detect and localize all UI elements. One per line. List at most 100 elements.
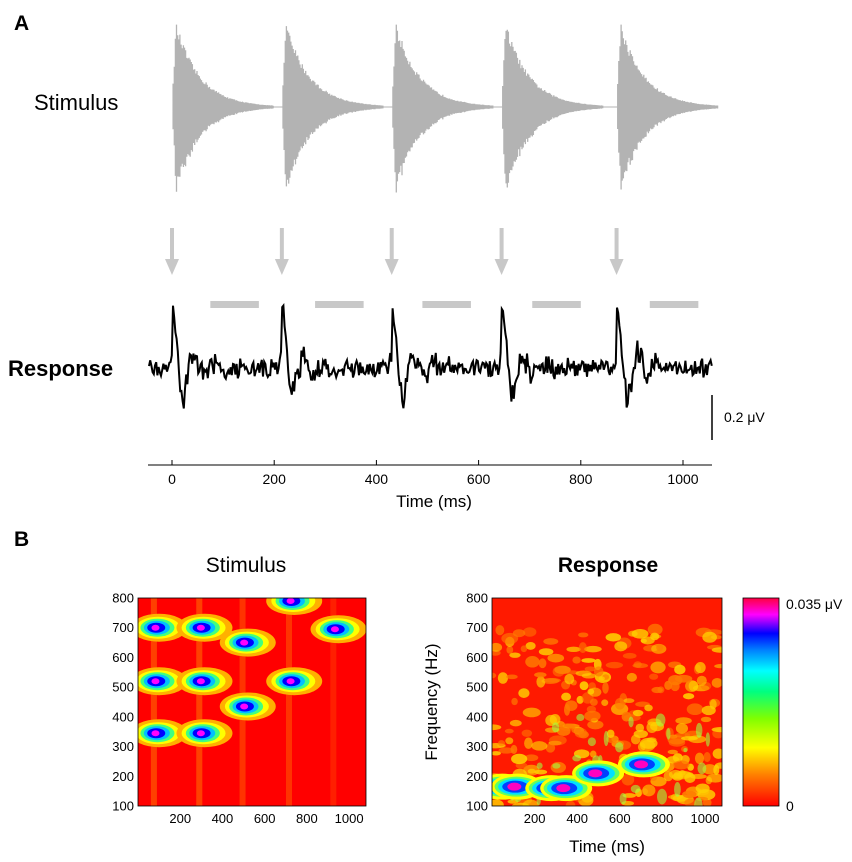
frequency-tick-label: 400 [466, 709, 488, 724]
texture-blob [630, 784, 641, 793]
texture-blob [505, 737, 514, 745]
smear-stripe [150, 598, 157, 806]
texture-blob [574, 727, 588, 738]
texture-blob [492, 751, 502, 756]
texture-blob [622, 652, 637, 659]
texture-blob [689, 774, 707, 779]
texture-blob [564, 673, 575, 685]
texture-blob [518, 688, 530, 698]
texture-blob [681, 736, 698, 741]
time-tick-label: 600 [254, 811, 276, 826]
texture-blob [633, 661, 642, 668]
texture-blob [584, 666, 596, 672]
frequency-tick-label: 800 [112, 591, 134, 606]
colorbar-max-label: 0.035 μV [786, 596, 843, 612]
texture-blob [631, 629, 649, 639]
texture-blob [674, 781, 681, 797]
down-arrow-1 [165, 228, 179, 275]
stimulus-row-label: Stimulus [34, 90, 118, 115]
texture-blob [696, 675, 707, 686]
scale-bar-label: 0.2 μV [724, 409, 765, 425]
texture-blob [551, 722, 560, 733]
response-spectrogram-frame [491, 597, 723, 807]
texture-blob [497, 740, 506, 747]
texture-blob [525, 641, 536, 650]
texture-blob [702, 631, 717, 643]
texture-blob [651, 686, 663, 694]
response-trace-line [148, 302, 713, 409]
response-trace [148, 302, 713, 409]
colorbar [742, 597, 780, 807]
stimulus-spectrogram-frame [137, 597, 367, 807]
texture-blob [673, 760, 690, 770]
texture-blob [601, 699, 609, 706]
time-tick-label: 600 [609, 811, 631, 826]
texture-blob [506, 674, 518, 680]
texture-blob [711, 647, 722, 653]
stimulus-tone-3 [392, 24, 494, 193]
texture-blob [578, 632, 589, 638]
frequency-tick-label: 600 [466, 650, 488, 665]
texture-blob [650, 661, 666, 674]
texture-blob [497, 672, 509, 684]
stimulus-tone-1 [172, 24, 274, 192]
response-spectrogram-title: Response [558, 554, 658, 577]
texture-blob [644, 704, 653, 712]
texture-blob [623, 698, 635, 704]
texture-blob [587, 737, 596, 747]
texture-blob [492, 672, 497, 679]
time-tick-label: 1000 [691, 811, 720, 826]
texture-blob [673, 770, 692, 780]
texture-blob [694, 797, 703, 806]
texture-blob [603, 730, 609, 747]
hotspot-4 [176, 719, 233, 748]
frequency-tick-label: 300 [112, 739, 134, 754]
texture-blob [705, 732, 710, 747]
texture-blob [697, 762, 707, 775]
time-axis-ticks: 0 200 400 600 800 1000 [168, 460, 699, 487]
frequency-tick-label: 700 [466, 620, 488, 635]
texture-blob [536, 675, 546, 688]
texture-blob [615, 742, 624, 753]
texture-blob [714, 663, 722, 669]
stimulus-tone-2 [282, 26, 384, 187]
texture-blob [552, 763, 561, 769]
response-row-label: Response [8, 356, 113, 381]
frequency-tick-label: 100 [112, 799, 134, 814]
smear-stripe [286, 598, 292, 806]
texture-blob [495, 625, 505, 636]
gray-interval-bars [210, 301, 699, 308]
texture-blob [598, 676, 605, 681]
texture-blob [674, 674, 693, 683]
texture-blob [711, 727, 722, 733]
time-tick-label: 200 [169, 811, 191, 826]
hotspot-2 [138, 667, 188, 696]
time-tick-label: 800 [296, 811, 318, 826]
texture-blob [520, 645, 528, 653]
texture-blob [525, 656, 540, 668]
down-arrow-5 [609, 228, 624, 275]
time-tick-label: 400 [566, 811, 588, 826]
stimulus-waveform [172, 24, 719, 193]
texture-blob [522, 707, 541, 718]
texture-blob [711, 677, 722, 688]
texture-blob [538, 658, 547, 669]
gray-bar-5 [649, 301, 699, 308]
texture-blob [695, 722, 703, 738]
hotspot-6 [176, 613, 233, 642]
texture-blob [521, 729, 533, 737]
texture-blob [579, 681, 589, 691]
texture-blob [649, 673, 659, 680]
texture-blob [511, 802, 530, 806]
hotspot-2 [492, 773, 544, 800]
texture-blob [647, 623, 663, 636]
texture-blob [492, 724, 502, 731]
texture-blob [589, 698, 598, 706]
texture-blob [632, 709, 644, 717]
texture-blob [523, 627, 537, 637]
time-tick-label: 1000 [667, 471, 698, 487]
down-arrow-2 [274, 228, 289, 275]
texture-blob [588, 687, 602, 697]
texture-blob [695, 661, 706, 674]
frequency-axis-title: Frequency (Hz) [422, 643, 441, 760]
